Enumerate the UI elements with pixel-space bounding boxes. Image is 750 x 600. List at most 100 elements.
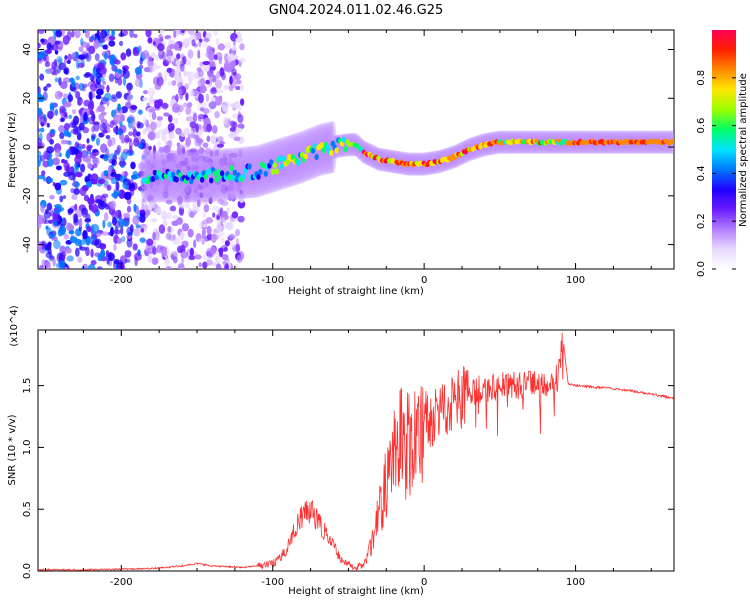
- noise-speckle: [67, 53, 73, 61]
- noise-speckle: [145, 30, 152, 38]
- noise-speckle: [120, 137, 126, 144]
- noise-speckle: [185, 183, 189, 193]
- noise-speckle: [71, 193, 78, 200]
- noise-speckle: [68, 172, 76, 181]
- noise-speckle: [206, 123, 213, 133]
- noise-speckle: [64, 166, 68, 172]
- ridge-cell: [334, 147, 339, 154]
- noise-speckle: [175, 71, 180, 81]
- noise-speckle: [156, 116, 164, 121]
- ridge-cell: [152, 169, 158, 176]
- noise-speckle: [47, 110, 54, 120]
- noise-speckle: [110, 171, 117, 177]
- noise-speckle: [240, 98, 245, 106]
- noise-speckle: [177, 82, 183, 89]
- ridge-cell: [199, 176, 205, 183]
- snr-axes: -200 -100 0 100 0.0 0.5 1.0 1.5: [22, 330, 674, 588]
- noise-speckle: [157, 49, 165, 59]
- noise-speckle: [49, 102, 54, 109]
- noise-speckle: [107, 165, 112, 176]
- noise-speckle: [211, 134, 218, 141]
- noise-speckle: [114, 59, 121, 65]
- noise-speckle: [75, 75, 80, 81]
- noise-speckle: [237, 114, 244, 124]
- noise-speckle: [95, 94, 102, 100]
- noise-speckle: [222, 217, 226, 224]
- noise-speckle: [218, 95, 223, 101]
- noise-speckle: [102, 219, 106, 229]
- noise-speckle: [136, 212, 140, 220]
- noise-speckle: [148, 145, 152, 151]
- noise-speckle: [234, 73, 242, 81]
- noise-speckle: [185, 137, 191, 147]
- noise-speckle: [100, 30, 108, 39]
- noise-speckle: [65, 149, 71, 159]
- noise-speckle: [192, 112, 198, 123]
- ridge-cell: [241, 173, 247, 180]
- noise-speckle: [71, 108, 77, 115]
- spectrogram-xlabel: Height of straight line (km): [288, 286, 424, 297]
- noise-speckle: [119, 114, 125, 122]
- noise-speckle: [73, 125, 79, 136]
- noise-speckle: [134, 78, 143, 88]
- noise-speckle: [108, 35, 116, 41]
- noise-speckle: [212, 212, 216, 218]
- noise-speckle: [208, 74, 216, 81]
- noise-speckle: [150, 52, 156, 59]
- noise-speckle: [191, 39, 196, 47]
- noise-speckle: [38, 92, 42, 98]
- ridge-cell: [256, 173, 261, 180]
- snr-xlabel: Height of straight line (km): [288, 586, 424, 597]
- ridge-cell: [209, 177, 214, 184]
- noise-speckle: [142, 90, 148, 95]
- noise-speckle: [229, 127, 236, 132]
- ridge-cell: [272, 162, 278, 169]
- noise-speckle: [41, 240, 47, 248]
- noise-speckle: [116, 144, 122, 154]
- noise-speckle: [146, 238, 154, 246]
- noise-speckle: [188, 194, 193, 203]
- noise-speckle: [231, 54, 239, 60]
- noise-speckle: [202, 62, 211, 73]
- noise-speckle: [143, 225, 147, 233]
- noise-speckle: [179, 130, 188, 137]
- noise-speckle: [172, 215, 179, 220]
- ridge-cell: [163, 173, 169, 180]
- noise-speckle: [239, 189, 243, 195]
- noise-speckle: [212, 30, 218, 36]
- noise-speckle: [124, 258, 131, 264]
- noise-speckle: [97, 200, 106, 210]
- noise-speckle: [106, 84, 110, 93]
- ridge-halo: [140, 149, 148, 203]
- noise-speckle: [59, 132, 65, 140]
- noise-speckle: [230, 102, 237, 108]
- noise-speckle: [161, 159, 167, 166]
- noise-speckle: [197, 49, 201, 59]
- noise-speckle: [86, 181, 93, 188]
- noise-speckle: [107, 221, 112, 228]
- ridge-cell: [274, 168, 279, 175]
- noise-speckle: [90, 248, 94, 258]
- noise-speckle: [119, 121, 123, 127]
- noise-speckle: [156, 119, 162, 129]
- noise-speckle: [167, 225, 172, 233]
- noise-speckle: [209, 87, 217, 95]
- noise-speckle: [198, 93, 204, 104]
- noise-speckle: [117, 68, 122, 74]
- noise-speckle: [81, 266, 85, 269]
- noise-speckle: [73, 115, 80, 126]
- noise-speckle: [54, 108, 59, 116]
- noise-speckle: [154, 99, 161, 109]
- noise-speckle: [216, 143, 224, 148]
- ridge-cell: [261, 162, 267, 169]
- noise-speckle: [235, 79, 242, 85]
- noise-speckle: [46, 122, 50, 128]
- noise-speckle: [187, 228, 194, 238]
- ridge-cell: [285, 159, 290, 166]
- noise-speckle: [75, 171, 83, 178]
- noise-speckle: [88, 116, 95, 125]
- noise-speckle: [204, 147, 212, 155]
- noise-speckle: [122, 181, 129, 190]
- noise-speckle: [148, 55, 153, 66]
- noise-speckle: [215, 79, 223, 89]
